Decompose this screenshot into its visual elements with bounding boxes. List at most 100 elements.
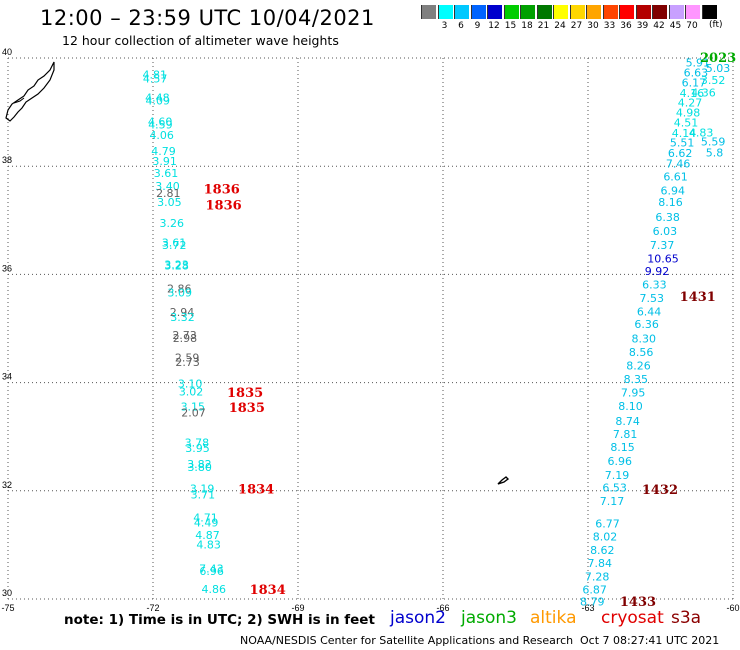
wave-height-label: 4.71 [193, 512, 218, 525]
wave-height-label: 8.02 [593, 531, 618, 544]
wave-height-label: 3.82 [187, 458, 212, 471]
colorbar-unit: (ft) [709, 20, 723, 30]
colorbar-label: 45 [669, 21, 682, 31]
wave-height-label: 7.81 [613, 428, 638, 441]
wave-height-label: 8.30 [632, 333, 657, 346]
wave-height-label: 4.51 [674, 117, 699, 130]
wave-height-label: 3.72 [162, 239, 187, 252]
wave-height-label: 6.61 [663, 170, 688, 183]
colorbar-swatch [503, 5, 519, 19]
wave-height-label: 3.61 [154, 167, 179, 180]
colorbar-swatch [619, 5, 634, 19]
map-subtitle: 12 hour collection of altimeter wave hei… [62, 33, 339, 48]
colorbar-label: 9 [474, 21, 481, 31]
wave-height-label: 3.40 [155, 180, 180, 193]
colorbar-swatch [668, 5, 684, 19]
wave-height-label: 6.96 [199, 565, 224, 578]
colorbar-swatch [536, 5, 552, 19]
wave-height-label: 8.56 [629, 346, 654, 359]
lat-tick-label: 32 [2, 480, 12, 490]
wave-height-label: 2.07 [181, 407, 206, 420]
colorbar-label: 36 [620, 21, 632, 31]
wave-height-label: 4.83 [196, 539, 221, 552]
wave-height-label: 4.98 [676, 106, 701, 119]
island [497, 476, 510, 485]
colorbar-label: 6 [458, 21, 464, 31]
colorbar-swatch [437, 5, 453, 19]
colorbar-swatch [454, 5, 469, 19]
colorbar-label: 42 [653, 21, 665, 31]
wave-height-label: 3.10 [178, 377, 203, 390]
wave-height-label: 8.26 [626, 360, 651, 373]
wave-height-label: 8.35 [624, 373, 649, 386]
pass-time-label: 1432 [642, 483, 678, 498]
wave-height-label: 4.06 [149, 129, 174, 142]
colorbar-swatch [470, 5, 486, 19]
map-title: 12:00 – 23:59 UTC 10/04/2021 [40, 6, 375, 30]
wave-height-label: 3.71 [191, 488, 216, 501]
lat-tick-label: 36 [2, 263, 12, 273]
wave-height-label: 4.60 [148, 116, 173, 129]
wave-height-label: 8.79 [580, 595, 605, 608]
legend-note: note: 1) Time is in UTC; 2) SWH is in fe… [64, 612, 375, 628]
colorbar-swatch [487, 5, 502, 19]
wave-height-label: 6.77 [595, 518, 620, 531]
legend-item-s3a: s3a [671, 608, 702, 628]
colorbar-swatch [602, 5, 618, 19]
wave-height-label: 2.86 [167, 282, 192, 295]
wave-height-label: 2.73 [175, 356, 200, 369]
wave-height-label: 4.57 [143, 72, 168, 85]
colorbar-swatch [520, 5, 535, 19]
wave-height-label: 4.16 [680, 87, 705, 100]
wave-height-label: 3.05 [157, 196, 182, 209]
colorbar-label: 70 [686, 21, 698, 31]
pass-time-label: 1835 [227, 386, 263, 401]
colorbar-label: 21 [537, 21, 550, 31]
wave-height-label: 3.28 [164, 260, 189, 273]
lon-tick-label: -66 [436, 603, 449, 613]
colorbar-label: 18 [521, 21, 533, 31]
coastline [13, 97, 25, 104]
wave-height-label: 4.49 [194, 517, 219, 530]
wave-height-label: 4.87 [195, 529, 220, 542]
colorbar-swatch [586, 5, 601, 19]
wave-height-label: 8.74 [615, 415, 640, 428]
pass-time-label: 1431 [680, 290, 716, 305]
wave-height-label: 7.19 [605, 469, 630, 482]
wave-height-label: 5.91 [686, 57, 711, 70]
wave-height-label: 2.94 [170, 306, 195, 319]
lat-tick-label: 40 [2, 47, 12, 57]
lat-tick-label: 38 [2, 155, 12, 165]
legend-item-cryosat: cryosat [601, 608, 664, 628]
wave-height-label: 2.59 [175, 352, 200, 365]
colorbar-swatch [421, 5, 436, 19]
wave-height-label: 3.23 [164, 258, 189, 271]
colorbar-label: 12 [488, 21, 500, 31]
wave-height-label: 7.84 [588, 557, 613, 570]
wave-height-label: 4.83 [689, 126, 714, 139]
colorbar-label: 39 [636, 21, 649, 31]
wave-height-label: 3.91 [152, 155, 177, 168]
wave-height-label: 6.62 [668, 147, 693, 160]
wave-height-label: 3.02 [179, 386, 204, 399]
colorbar-label: 30 [587, 21, 599, 31]
lon-tick-label: -75 [1, 603, 14, 613]
legend-item-altika: altika [530, 608, 577, 628]
colorbar-label: 3 [441, 21, 448, 31]
wave-height-label: 6.94 [661, 184, 686, 197]
wave-height-label: 4.81 [142, 69, 167, 82]
wave-height-label: 7.17 [600, 495, 625, 508]
pass-time-label: 1835 [229, 401, 265, 416]
wave-height-label: 3.52 [701, 74, 726, 87]
pass-time-label: 2023 [700, 51, 736, 66]
wave-height-label: 2.81 [156, 187, 181, 200]
wave-height-label: 4.09 [145, 95, 170, 108]
lat-tick-label: 30 [2, 588, 12, 598]
wave-height-label: 4.14 [672, 127, 697, 140]
credit-timestamp: Oct 7 08:27:41 UTC 2021 [580, 634, 720, 647]
wave-height-label: 6.87 [582, 584, 607, 597]
wave-height-label: 7.46 [666, 157, 691, 170]
wave-height-label: 7.37 [650, 239, 675, 252]
lon-tick-label: -69 [291, 603, 304, 613]
wave-height-label: 10.65 [647, 252, 679, 265]
